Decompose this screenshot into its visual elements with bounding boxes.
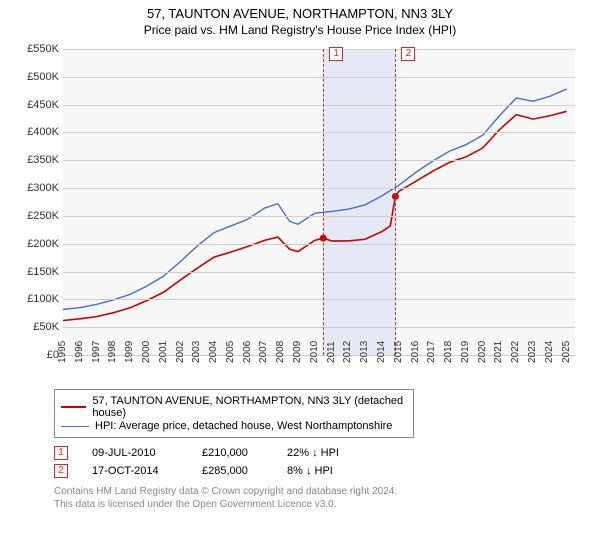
series-hpi <box>63 89 567 309</box>
x-tick-label: 1996 <box>74 341 85 363</box>
grid-line <box>63 188 575 189</box>
y-tick-label: £500K <box>15 71 59 83</box>
grid-line <box>63 299 575 300</box>
chart-lines <box>63 49 575 355</box>
marker-label: 2 <box>401 47 415 61</box>
x-tick-label: 2001 <box>158 341 169 363</box>
grid-line <box>63 216 575 217</box>
x-tick-label: 2012 <box>342 341 353 363</box>
x-tick-label: 2002 <box>175 341 186 363</box>
y-tick-label: £350K <box>15 154 59 166</box>
x-tick-label: 2024 <box>544 341 555 363</box>
x-tick-label: 2011 <box>326 341 337 363</box>
marker-rule <box>323 49 324 355</box>
x-tick-label: 2021 <box>493 341 504 363</box>
sale-diff: 8% ↓ HPI <box>287 465 387 477</box>
x-tick-label: 2000 <box>141 341 152 363</box>
y-tick-label: £100K <box>15 293 59 305</box>
footer-line-1: Contains HM Land Registry data © Crown c… <box>54 486 600 499</box>
y-tick-label: £250K <box>15 210 59 222</box>
sale-row: 1 09-JUL-2010£210,00022% ↓ HPI <box>54 446 600 460</box>
page-title: 57, TAUNTON AVENUE, NORTHAMPTON, NN3 3LY <box>0 6 600 21</box>
grid-line <box>63 160 575 161</box>
marker-label: 1 <box>329 47 343 61</box>
x-tick-label: 2007 <box>258 341 269 363</box>
chart: 12 £0£50K£100K£150K£200K£250K£300K£350K£… <box>15 43 585 383</box>
plot-area: 12 <box>63 49 575 355</box>
x-tick-label: 2023 <box>527 341 538 363</box>
x-tick-label: 2019 <box>460 341 471 363</box>
x-tick-label: 2005 <box>225 341 236 363</box>
y-tick-label: £200K <box>15 238 59 250</box>
sales-table: 1 09-JUL-2010£210,00022% ↓ HPI 2 17-OCT-201… <box>54 446 600 478</box>
y-tick-label: £400K <box>15 126 59 138</box>
x-tick-label: 2014 <box>376 341 387 363</box>
x-tick-label: 2020 <box>477 341 488 363</box>
x-tick-label: 1997 <box>91 341 102 363</box>
sale-price: £210,000 <box>202 447 287 459</box>
x-tick-label: 2013 <box>359 341 370 363</box>
chart-header: 57, TAUNTON AVENUE, NORTHAMPTON, NN3 3LY… <box>0 0 600 39</box>
x-tick-label: 2003 <box>191 341 202 363</box>
x-tick-label: 2006 <box>242 341 253 363</box>
x-tick-label: 2010 <box>309 341 320 363</box>
y-tick-label: £450K <box>15 99 59 111</box>
grid-line <box>63 49 575 50</box>
legend-item: HPI: Average price, detached house, West… <box>61 420 407 432</box>
sale-price: £285,000 <box>202 465 287 477</box>
grid-line <box>63 272 575 273</box>
y-tick-label: £0 <box>15 349 59 361</box>
grid-line <box>63 105 575 106</box>
y-tick-label: £50K <box>15 321 59 333</box>
x-tick-label: 2025 <box>561 341 572 363</box>
marker-rule <box>395 49 396 355</box>
legend-item: 57, TAUNTON AVENUE, NORTHAMPTON, NN3 3LY… <box>61 395 407 419</box>
page-subtitle: Price paid vs. HM Land Registry's House … <box>0 23 600 37</box>
legend-label: 57, TAUNTON AVENUE, NORTHAMPTON, NN3 3LY… <box>92 395 407 419</box>
sale-row: 2 17-OCT-2014£285,0008% ↓ HPI <box>54 464 600 478</box>
legend-swatch <box>61 406 86 408</box>
x-tick-label: 2016 <box>410 341 421 363</box>
sale-date: 17-OCT-2014 <box>92 465 202 477</box>
sale-date: 09-JUL-2010 <box>92 447 202 459</box>
x-tick-label: 2009 <box>292 341 303 363</box>
y-tick-label: £300K <box>15 182 59 194</box>
y-tick-label: £150K <box>15 266 59 278</box>
x-tick-label: 1999 <box>124 341 135 363</box>
sale-diff: 22% ↓ HPI <box>287 447 387 459</box>
grid-line <box>63 244 575 245</box>
y-tick-label: £550K <box>15 43 59 55</box>
x-tick-label: 2008 <box>275 341 286 363</box>
legend: 57, TAUNTON AVENUE, NORTHAMPTON, NN3 3LY… <box>54 389 414 438</box>
grid-line <box>63 132 575 133</box>
x-tick-label: 1995 <box>57 341 68 363</box>
x-tick-label: 2018 <box>443 341 454 363</box>
x-tick-label: 2015 <box>393 341 404 363</box>
sale-num-box: 1 <box>54 446 68 460</box>
footer-line-2: This data is licensed under the Open Gov… <box>54 499 600 512</box>
x-tick-label: 2022 <box>510 341 521 363</box>
grid-line <box>63 77 575 78</box>
x-tick-label: 2017 <box>426 341 437 363</box>
attribution-footer: Contains HM Land Registry data © Crown c… <box>54 486 600 511</box>
x-tick-label: 2004 <box>208 341 219 363</box>
sale-num-box: 2 <box>54 464 68 478</box>
x-tick-label: 1998 <box>107 341 118 363</box>
legend-label: HPI: Average price, detached house, West… <box>95 420 392 432</box>
legend-swatch <box>61 426 89 427</box>
grid-line <box>63 327 575 328</box>
